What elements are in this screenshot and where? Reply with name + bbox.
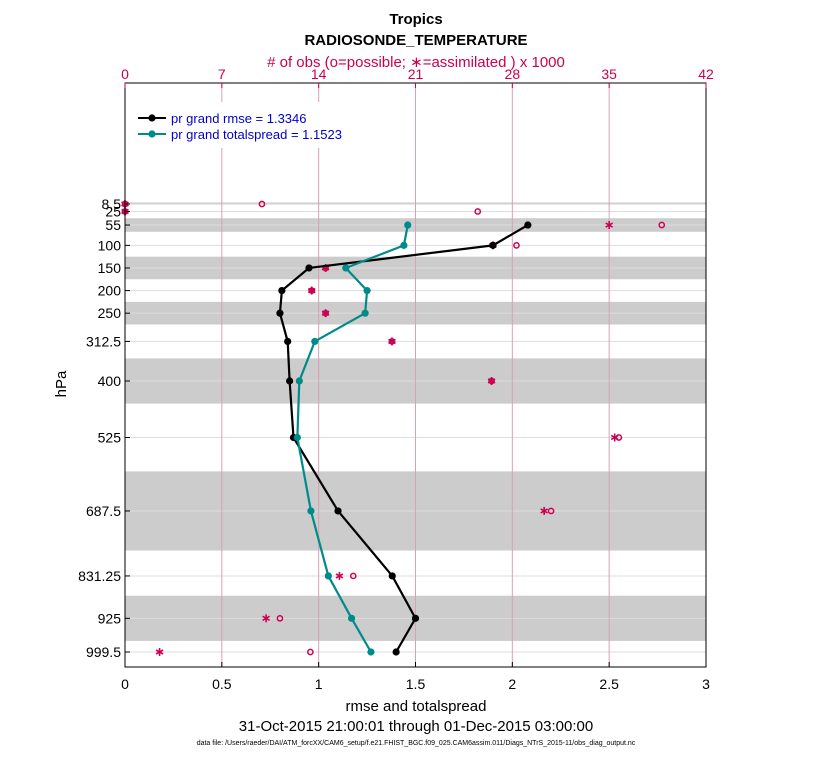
x-tick-label-3: 1.5 bbox=[406, 676, 426, 692]
obs-assimilated-8 bbox=[487, 376, 496, 385]
x-tick-label-5: 2.5 bbox=[599, 676, 619, 692]
series-0-point-2 bbox=[305, 264, 313, 272]
top-tick-label-4: 28 bbox=[505, 66, 521, 82]
y-tick-label-1: 25 bbox=[105, 203, 121, 219]
series-line-1 bbox=[296, 224, 409, 653]
obs-possible-13 bbox=[349, 572, 357, 580]
series-1-point-7 bbox=[293, 433, 301, 442]
y-tick-label-7: 312.5 bbox=[86, 333, 121, 349]
obs-assimilated-5 bbox=[307, 286, 316, 295]
series-0-point-9 bbox=[388, 572, 396, 580]
obs-possible-15 bbox=[307, 648, 314, 656]
obs-assimilated-13 bbox=[155, 648, 164, 656]
series-0-point-5 bbox=[284, 337, 292, 346]
series-line-0 bbox=[278, 224, 529, 653]
chart-subtitle: RADIOSONDE_TEMPERATURE bbox=[304, 32, 527, 49]
data-file-note: data file: /Users/raeder/DAI/ATM_forcXX/… bbox=[197, 740, 636, 747]
series-0-point-10 bbox=[411, 614, 420, 622]
top-tick-label-5: 35 bbox=[601, 66, 617, 82]
y-tick-label-4: 150 bbox=[98, 260, 122, 276]
obs-possible-4 bbox=[658, 221, 666, 229]
x-axis-label: rmse and totalspread bbox=[346, 698, 487, 715]
y-tick-label-8: 400 bbox=[98, 373, 122, 389]
top-tick-label-0: 0 bbox=[121, 66, 129, 82]
x-tick-label-6: 3 bbox=[702, 676, 710, 692]
y-tick-label-3: 100 bbox=[98, 237, 122, 253]
legend-rmse-label: pr grand rmse = 1.3346 bbox=[171, 111, 307, 126]
obs-assimilated-10 bbox=[540, 506, 549, 515]
top-axis-gridlines bbox=[221, 83, 610, 667]
y-tick-label-10: 687.5 bbox=[86, 503, 121, 519]
series-1-point-8 bbox=[307, 507, 315, 515]
series-0-point-4 bbox=[276, 309, 284, 317]
series-1-point-1 bbox=[400, 241, 408, 249]
top-tick-label-2: 14 bbox=[311, 66, 327, 82]
series-1-point-6 bbox=[295, 377, 303, 385]
y-tick-label-5: 200 bbox=[98, 283, 122, 299]
series-lines bbox=[276, 221, 532, 656]
x-tick-label-1: 0.5 bbox=[212, 676, 232, 692]
obs-assimilated-9 bbox=[610, 433, 619, 442]
legend-spread-label: pr grand totalspread = 1.1523 bbox=[171, 127, 342, 142]
legend-spread-marker bbox=[148, 130, 156, 138]
obs-possible-3 bbox=[474, 208, 482, 215]
y-tick-label-11: 831.25 bbox=[78, 568, 121, 584]
series-1-point-11 bbox=[367, 648, 375, 656]
x-tick-label-2: 1 bbox=[315, 676, 323, 692]
series-0-point-11 bbox=[392, 648, 400, 656]
top-axis-label: # of obs (o=possible; ∗=assimilated ) x … bbox=[267, 54, 565, 71]
series-0-point-3 bbox=[278, 286, 286, 295]
series-1-point-3 bbox=[363, 286, 371, 295]
legend-box bbox=[130, 102, 370, 148]
top-tick-label-1: 7 bbox=[218, 66, 226, 82]
x-tick-label-0: 0 bbox=[121, 676, 129, 692]
chart-title: Tropics bbox=[389, 11, 442, 28]
top-tick-label-3: 21 bbox=[408, 66, 424, 82]
obs-assimilated-6 bbox=[321, 309, 330, 318]
legend-rmse-marker bbox=[148, 114, 156, 122]
series-1-point-10 bbox=[347, 614, 356, 622]
y-tick-label-0: 8.5 bbox=[102, 196, 122, 212]
series-0-point-1 bbox=[489, 241, 497, 249]
series-0-point-8 bbox=[334, 507, 342, 515]
series-1-point-9 bbox=[324, 572, 332, 580]
obs-possible-1 bbox=[258, 200, 266, 208]
series-0-point-0 bbox=[524, 221, 532, 229]
top-tick-label-6: 42 bbox=[698, 66, 714, 82]
obs-assimilated-7 bbox=[388, 337, 396, 346]
y-tick-label-13: 999.5 bbox=[86, 644, 121, 660]
obs-possible-14 bbox=[276, 614, 284, 622]
x-tick-label-4: 2 bbox=[508, 676, 516, 692]
series-1-point-0 bbox=[404, 221, 412, 229]
y-tick-label-12: 925 bbox=[98, 610, 122, 626]
obs-assimilated-2 bbox=[605, 221, 614, 230]
date-range: 31-Oct-2015 21:00:01 through 01-Dec-2015… bbox=[239, 718, 593, 735]
obs-assimilated-12 bbox=[262, 614, 270, 623]
y-axis-label: hPa bbox=[53, 370, 70, 397]
y-tick-label-6: 250 bbox=[98, 305, 122, 321]
legend: pr grand rmse = 1.3346 pr grand totalspr… bbox=[130, 102, 370, 148]
y-tick-label-9: 525 bbox=[98, 429, 122, 445]
series-1-point-4 bbox=[361, 309, 369, 317]
y-tick-label-2: 55 bbox=[105, 217, 121, 233]
series-1-point-5 bbox=[311, 337, 319, 346]
obs-possible-5 bbox=[513, 242, 520, 249]
series-0-point-6 bbox=[286, 377, 294, 385]
obs-possible-12 bbox=[547, 507, 555, 515]
obs-assimilated-11 bbox=[335, 571, 344, 580]
series-1-point-2 bbox=[342, 264, 350, 272]
